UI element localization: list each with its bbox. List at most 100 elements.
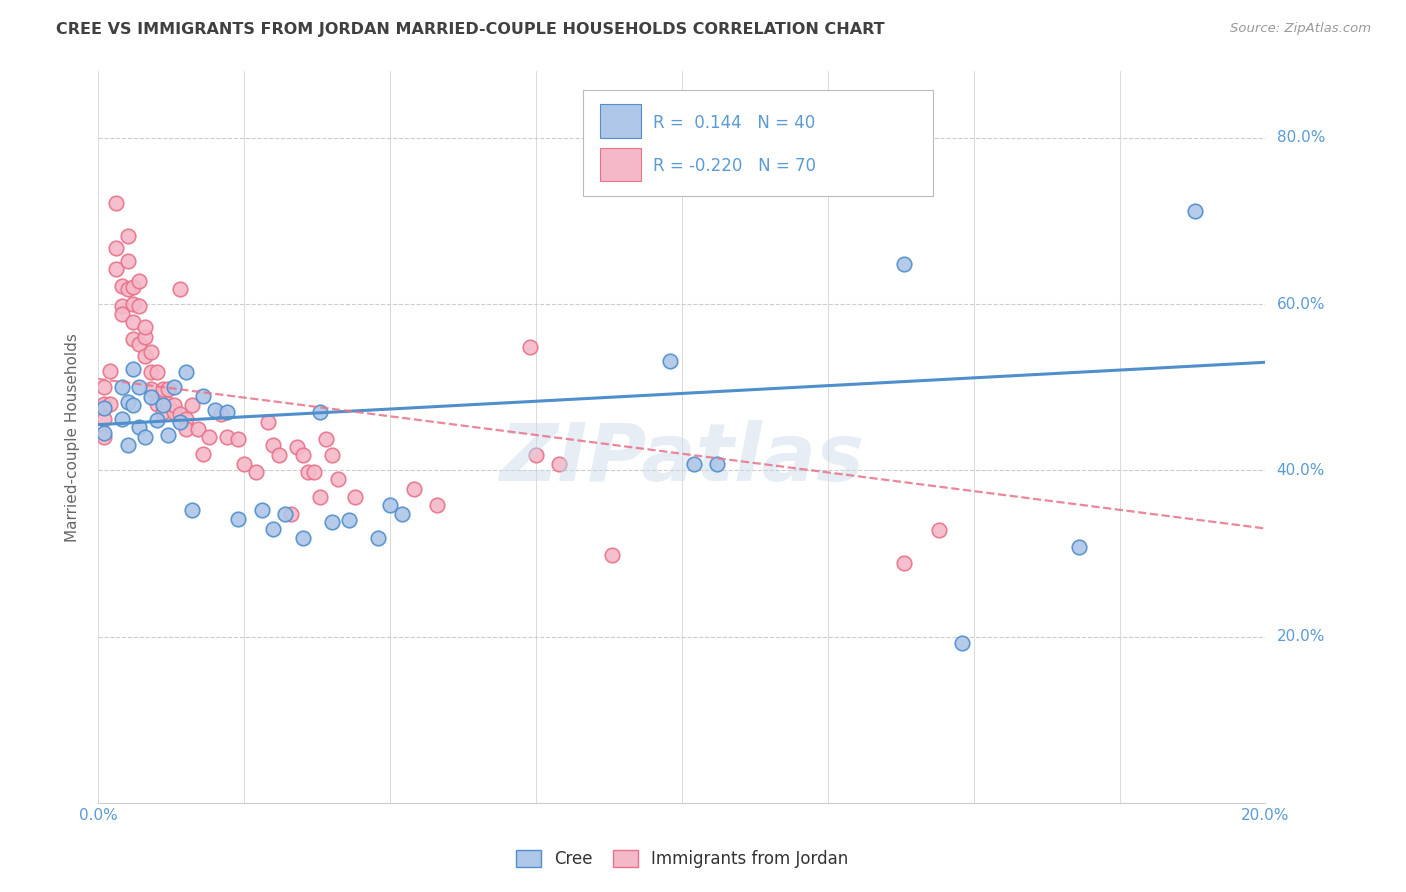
Point	[152, 405, 174, 419]
Text: Source: ZipAtlas.com: Source: ZipAtlas.com	[1230, 22, 1371, 36]
Point	[391, 507, 413, 521]
Point	[659, 353, 682, 368]
FancyBboxPatch shape	[600, 148, 641, 181]
FancyBboxPatch shape	[600, 104, 641, 137]
Point	[139, 345, 162, 359]
Point	[157, 382, 180, 396]
Text: R =  0.144   N = 40: R = 0.144 N = 40	[652, 113, 815, 131]
Point	[233, 457, 256, 471]
Point	[111, 278, 134, 293]
Point	[122, 315, 145, 329]
Point	[98, 397, 121, 411]
Point	[250, 503, 273, 517]
Point	[111, 380, 134, 394]
Point	[122, 297, 145, 311]
Point	[122, 280, 145, 294]
Point	[93, 380, 115, 394]
Point	[169, 415, 191, 429]
Point	[380, 498, 402, 512]
Point	[152, 399, 174, 413]
Point	[111, 411, 134, 425]
Point	[111, 307, 134, 321]
Text: 60.0%: 60.0%	[1277, 297, 1324, 311]
Point	[146, 397, 169, 411]
Point	[215, 430, 238, 444]
Point	[180, 399, 202, 413]
Point	[157, 397, 180, 411]
Point	[104, 195, 127, 210]
Point	[245, 465, 267, 479]
Point	[228, 511, 250, 525]
Point	[134, 330, 156, 344]
Point	[950, 636, 973, 650]
Point	[682, 457, 704, 471]
Point	[93, 397, 115, 411]
Point	[1067, 540, 1090, 554]
Point	[337, 513, 360, 527]
Point	[117, 395, 139, 409]
Point	[139, 390, 162, 404]
Point	[134, 430, 156, 444]
Point	[291, 448, 314, 462]
Point	[93, 430, 115, 444]
Point	[187, 422, 209, 436]
Point	[163, 405, 186, 419]
Point	[117, 282, 139, 296]
Point	[269, 448, 291, 462]
Point	[128, 299, 150, 313]
Point	[152, 382, 174, 396]
Point	[893, 557, 915, 571]
Point	[163, 380, 186, 394]
Point	[93, 411, 115, 425]
Text: ZIPatlas: ZIPatlas	[499, 420, 865, 498]
Point	[285, 440, 308, 454]
Point	[228, 432, 250, 446]
Point	[128, 274, 150, 288]
Point	[104, 262, 127, 277]
Point	[1184, 204, 1206, 219]
Point	[163, 399, 186, 413]
FancyBboxPatch shape	[582, 90, 932, 195]
Point	[146, 413, 169, 427]
Point	[321, 448, 343, 462]
Point	[519, 340, 541, 354]
Point	[128, 337, 150, 351]
Point	[928, 523, 950, 537]
Point	[262, 521, 284, 535]
Point	[146, 365, 169, 379]
Point	[134, 349, 156, 363]
Point	[169, 282, 191, 296]
Point	[122, 399, 145, 413]
Point	[157, 428, 180, 442]
Point	[215, 405, 238, 419]
Point	[309, 490, 332, 504]
Point	[321, 515, 343, 529]
Point	[128, 420, 150, 434]
Point	[93, 425, 115, 440]
Point	[548, 457, 571, 471]
Point	[128, 380, 150, 394]
Point	[297, 465, 319, 479]
Point	[134, 320, 156, 334]
Point	[893, 257, 915, 271]
Point	[180, 503, 202, 517]
Point	[122, 332, 145, 346]
Text: 80.0%: 80.0%	[1277, 130, 1324, 145]
Point	[315, 432, 337, 446]
Point	[204, 403, 226, 417]
Point	[426, 498, 449, 512]
Point	[367, 532, 389, 546]
Text: 20.0%: 20.0%	[1277, 629, 1324, 644]
Point	[98, 363, 121, 377]
Point	[291, 532, 314, 546]
Point	[117, 228, 139, 243]
Point	[309, 405, 332, 419]
Text: CREE VS IMMIGRANTS FROM JORDAN MARRIED-COUPLE HOUSEHOLDS CORRELATION CHART: CREE VS IMMIGRANTS FROM JORDAN MARRIED-C…	[56, 22, 884, 37]
Point	[117, 253, 139, 268]
Point	[256, 415, 278, 429]
Point	[326, 472, 349, 486]
Point	[274, 507, 297, 521]
Point	[122, 362, 145, 376]
Point	[706, 457, 728, 471]
Point	[139, 365, 162, 379]
